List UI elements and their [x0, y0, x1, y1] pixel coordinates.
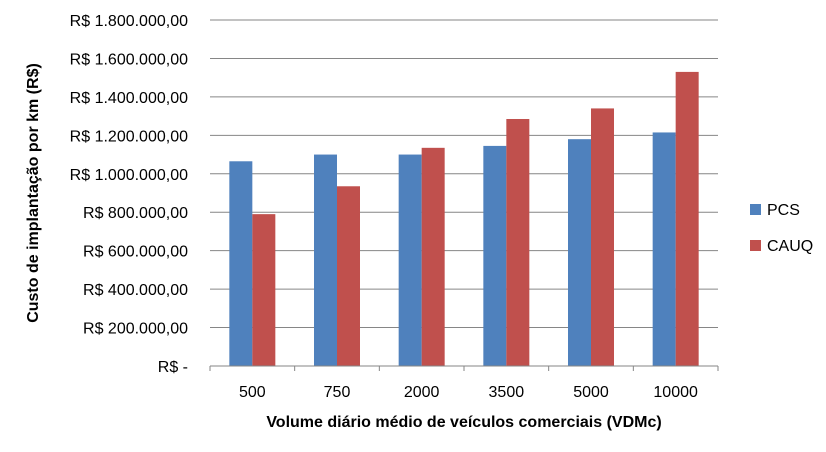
legend-label-cauq: CAUQ — [767, 238, 813, 255]
y-axis-tick-labels: R$ - R$ 200.000,00 R$ 400.000,00 R$ 600.000… — [70, 13, 188, 376]
bar-cauq-10000 — [675, 71, 699, 367]
y-tick-label: R$ 1.400.000,00 — [70, 90, 188, 107]
x-tick-label: 500 — [239, 384, 266, 401]
bar-pcs-5000 — [568, 139, 591, 366]
x-tick-label: 5000 — [573, 384, 609, 401]
y-tick-label: R$ 200.000,00 — [83, 321, 188, 338]
y-tick-label: R$ 800.000,00 — [83, 205, 188, 222]
bar-pcs-2000 — [398, 154, 422, 366]
bar-cauq-500 — [252, 214, 276, 366]
x-tick-label: 3500 — [489, 384, 525, 401]
y-tick-label: R$ 400.000,00 — [83, 282, 188, 299]
bar-pcs-3500 — [483, 145, 507, 366]
legend: PCS CAUQ — [750, 202, 813, 255]
y-tick-label: R$ - — [158, 359, 188, 376]
bar-cauq-750 — [337, 186, 360, 366]
bar-pcs-10000 — [652, 132, 676, 366]
bar-pcs-500 — [229, 161, 253, 366]
legend-swatch-cauq — [750, 240, 761, 251]
bar-cauq-2000 — [421, 147, 445, 366]
bar-cauq-3500 — [506, 118, 530, 366]
gridlines — [210, 19, 718, 329]
x-axis-title: Volume diário médio de veículos comercia… — [266, 414, 661, 431]
x-axis-tick-labels: 500 750 2000 3500 5000 10000 — [239, 384, 698, 401]
y-axis-title: Custo de implantação por km (R$) — [25, 63, 42, 323]
legend-swatch-pcs — [750, 204, 761, 215]
bars — [209, 71, 719, 371]
x-tick-label: 750 — [324, 384, 351, 401]
legend-label-pcs: PCS — [767, 202, 800, 219]
x-tick-label: 10000 — [653, 384, 698, 401]
bar-cauq-5000 — [591, 108, 614, 366]
y-tick-label: R$ 1.800.000,00 — [70, 13, 188, 30]
y-tick-label: R$ 1.600.000,00 — [70, 51, 188, 68]
y-tick-label: R$ 1.200.000,00 — [70, 128, 188, 145]
x-tick-label: 2000 — [404, 384, 440, 401]
y-tick-label: R$ 600.000,00 — [83, 244, 188, 261]
bar-pcs-750 — [314, 154, 337, 366]
y-tick-label: R$ 1.000.000,00 — [70, 167, 188, 184]
